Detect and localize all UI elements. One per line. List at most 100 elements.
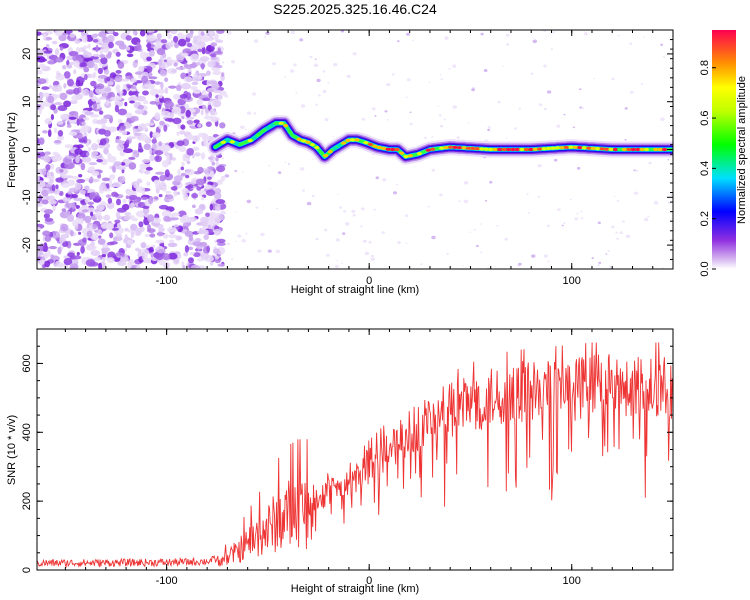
noise-blob bbox=[139, 30, 146, 37]
ridge-peak bbox=[269, 123, 275, 127]
ridge-peak bbox=[639, 147, 645, 152]
noise-blob bbox=[177, 32, 184, 40]
noise-blob bbox=[164, 77, 169, 82]
noise-blob bbox=[140, 248, 150, 257]
noise-speck bbox=[284, 161, 287, 164]
noise-blob bbox=[160, 81, 164, 90]
noise-blob bbox=[71, 255, 82, 260]
noise-blob bbox=[127, 136, 136, 140]
noise-speck bbox=[384, 110, 388, 113]
ridge-peak bbox=[443, 146, 449, 150]
noise-blob bbox=[59, 92, 68, 101]
noise-blob bbox=[160, 39, 168, 44]
spectrogram-xtick-label: 0 bbox=[366, 275, 372, 287]
noise-speck bbox=[313, 63, 319, 68]
snr-ytick-label: 600 bbox=[21, 354, 33, 372]
noise-speck bbox=[546, 224, 550, 228]
noise-speck bbox=[480, 223, 483, 225]
noise-speck bbox=[572, 126, 576, 129]
noise-blob bbox=[42, 92, 50, 97]
noise-speck bbox=[580, 217, 584, 220]
noise-blob bbox=[183, 252, 189, 257]
noise-blob bbox=[143, 143, 151, 150]
noise-blob bbox=[206, 87, 217, 93]
noise-speck bbox=[462, 265, 464, 267]
noise-blob bbox=[70, 265, 77, 269]
snr-panel: -100 0 100 0 200 400 600 Height of straight li… bbox=[6, 328, 674, 595]
snr-series-line bbox=[37, 342, 673, 569]
noise-speck bbox=[241, 238, 246, 243]
noise-blob bbox=[122, 198, 127, 203]
noise-speck bbox=[340, 30, 345, 33]
noise-blob bbox=[200, 31, 205, 36]
noise-blob bbox=[105, 194, 112, 198]
noise-blob bbox=[163, 215, 171, 222]
ridge-peak bbox=[309, 143, 316, 147]
noise-speck bbox=[235, 211, 238, 213]
snr-line-layer bbox=[37, 342, 673, 569]
noise-blob bbox=[210, 42, 218, 47]
noise-blob bbox=[103, 114, 113, 120]
noise-speck bbox=[293, 63, 297, 67]
noise-blob bbox=[194, 152, 201, 157]
noise-blob bbox=[68, 131, 78, 136]
noise-blob bbox=[97, 74, 108, 79]
noise-blob bbox=[126, 189, 134, 197]
noise-blob bbox=[181, 116, 185, 120]
noise-speck bbox=[439, 74, 442, 76]
noise-speck bbox=[231, 258, 234, 261]
noise-blob bbox=[164, 100, 174, 109]
noise-blob bbox=[55, 177, 64, 183]
noise-speck bbox=[458, 200, 461, 203]
noise-speck bbox=[361, 207, 365, 211]
noise-speck bbox=[368, 241, 372, 244]
noise-speck bbox=[581, 107, 585, 109]
noise-blob bbox=[213, 100, 222, 108]
noise-blob bbox=[101, 122, 106, 129]
noise-blob bbox=[114, 139, 122, 144]
noise-blob bbox=[128, 156, 136, 160]
noise-speck bbox=[325, 253, 330, 257]
noise-speck bbox=[221, 61, 225, 64]
noise-blob bbox=[154, 112, 161, 120]
noise-blob bbox=[195, 238, 202, 242]
noise-speck bbox=[396, 183, 398, 186]
noise-blob bbox=[142, 205, 150, 209]
noise-blob bbox=[184, 64, 194, 70]
noise-blob bbox=[136, 41, 141, 50]
noise-blob bbox=[72, 54, 82, 62]
noise-blob bbox=[115, 85, 120, 91]
noise-blob bbox=[149, 131, 153, 139]
noise-blob bbox=[86, 230, 93, 238]
noise-blob bbox=[74, 111, 79, 120]
ridge-peak bbox=[390, 147, 396, 152]
noise-blob bbox=[177, 168, 181, 176]
ridge-peak bbox=[274, 121, 280, 125]
noise-speck bbox=[444, 36, 449, 40]
noise-blob bbox=[157, 231, 164, 237]
noise-blob bbox=[97, 238, 106, 245]
snr-ytick-label: 200 bbox=[21, 492, 33, 510]
noise-blob bbox=[200, 220, 208, 227]
noise-blob bbox=[76, 251, 80, 256]
noise-blob bbox=[181, 261, 185, 267]
noise-blob bbox=[201, 196, 205, 201]
spectrogram-xtick-label: 100 bbox=[563, 275, 581, 287]
spectrogram-ytick-label: -10 bbox=[21, 189, 33, 205]
noise-blob bbox=[126, 46, 130, 51]
noise-blob bbox=[126, 122, 130, 128]
noise-speck bbox=[440, 78, 443, 81]
noise-blob bbox=[130, 115, 139, 122]
noise-speck bbox=[337, 193, 339, 196]
noise-blob bbox=[41, 194, 50, 202]
noise-blob bbox=[203, 234, 209, 241]
noise-blob bbox=[151, 143, 157, 150]
noise-speck bbox=[324, 117, 329, 122]
ridge-peak bbox=[528, 147, 534, 152]
noise-blob bbox=[190, 46, 196, 51]
noise-speck bbox=[633, 169, 636, 172]
noise-blob bbox=[104, 87, 112, 92]
noise-blob bbox=[146, 42, 152, 49]
noise-blob bbox=[51, 184, 56, 193]
noise-blob bbox=[196, 229, 207, 235]
